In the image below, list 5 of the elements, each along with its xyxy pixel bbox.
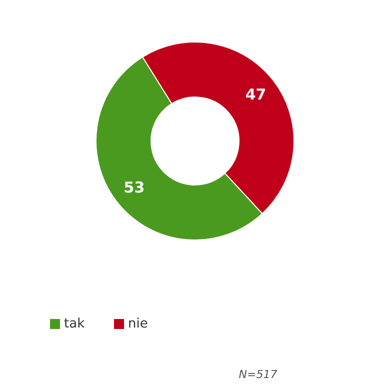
data-label: 47 (245, 86, 266, 104)
legend-label: nie (128, 316, 148, 332)
text: N=517 (238, 368, 278, 381)
legend-label: tak (64, 316, 86, 332)
data-label: 53 (124, 178, 145, 196)
